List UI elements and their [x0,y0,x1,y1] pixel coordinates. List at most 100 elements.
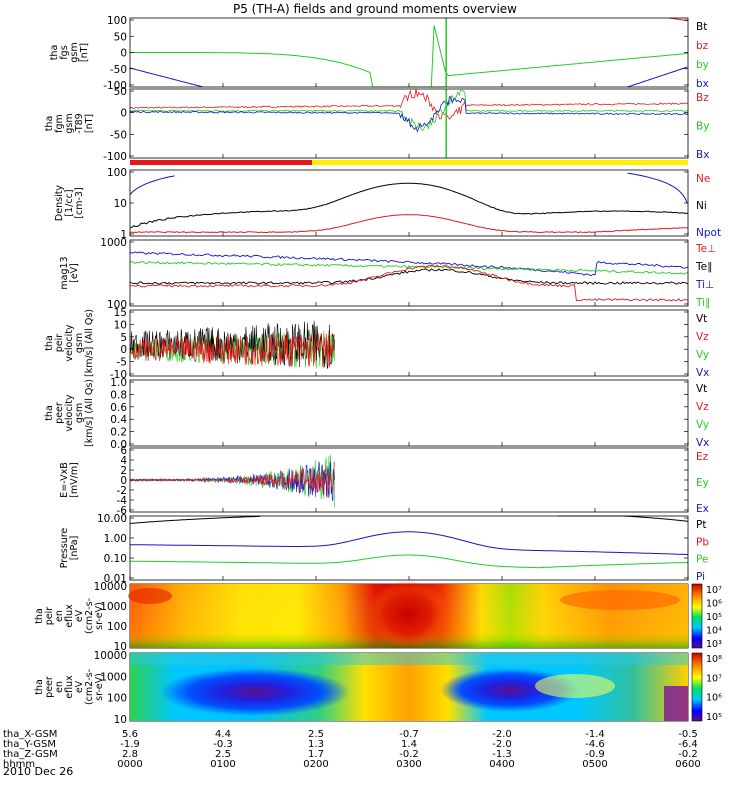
series-p-pt-2 [557,515,688,522]
series-group [129,17,689,569]
ytick-label: -100 [103,80,127,92]
ylabel-line: eV [74,680,85,693]
ytick-label: 10 [114,198,127,210]
ylabel-line: peer [54,402,65,424]
ephemeris-label: hhmm [3,759,35,770]
ylabel-line: [mV/m] [69,462,80,498]
ytick-label: 10 [114,714,127,726]
ylabel-line: [km/s] (All Qs) [84,379,95,447]
ylabel-line: mag13 [59,256,70,289]
legend-Ez: Ez [696,451,709,463]
series-p-pt [130,515,261,524]
ylabel-line: sr-eV) [94,673,105,701]
colorbar-labels: 10⁷ 10⁶ 10⁵ 10⁴ 10³ 10⁸ 10⁷ 10⁶ 10⁵ [706,585,722,723]
series-p-pi [130,531,688,555]
colorbar-tick-label: 10⁷ [706,673,722,684]
ytick-label: 50 [114,31,127,43]
colorbar-tick-label: 10⁶ [706,599,722,610]
series-fgs-bx-2 [627,66,688,88]
series-p-pe [130,554,688,569]
ylabel-line: en [54,610,65,622]
ytick-label: -50 [110,64,127,76]
ylabel-line: gsm [69,42,80,62]
legend-by: by [696,59,709,71]
ytick-label: 0 [120,344,127,356]
ylabel-line: eV [74,609,85,622]
ephemeris-value: -0.7 [399,729,419,740]
ytick-label: 6 [120,445,127,457]
colorbar-tick-label: 10⁷ [706,585,722,596]
colorbar-tick-label: 10⁸ [706,654,722,665]
ylabel-line: fgm [54,114,65,133]
ylabel-line: peir [44,607,55,626]
ephemeris-value: 0500 [582,759,607,770]
legend-Vz: Vz [696,401,709,413]
legend-Ti⊥: Ti⊥ [695,279,714,291]
ytick-label: 0 [120,48,127,60]
legend-Pi: Pi [696,571,705,583]
ephemeris-value: -2.0 [492,739,512,750]
legend-Bx: Bx [696,149,709,161]
ytick-label: 0.2 [110,427,127,439]
ytick-label: -5 [117,357,127,369]
ephemeris-value: 2.8 [122,749,138,760]
ytick-label: 1.00 [104,533,127,545]
legend-Pe: Pe [696,554,708,566]
series-e-ez [129,462,335,498]
ylabel-line: peer [44,676,55,698]
ytick-label: 10 [114,319,127,331]
ylabel-line: peir [54,334,65,353]
ytick-label: 10000 [94,581,127,593]
legend-Ey: Ey [696,477,709,489]
ytick-label: 0.6 [110,402,127,414]
panel-frame-temperature [129,239,689,307]
ephemeris-value: 1.4 [401,739,417,750]
ytick-label: 100 [107,167,127,179]
ylabel-line: Density [54,185,65,221]
ytick-label: 1000 [100,601,127,613]
panel-frame-fgm [129,88,689,159]
date-label: 2010 Dec 26 [3,765,73,778]
ytick-label: -2 [117,485,127,497]
ylabel-line: eflux [64,675,75,699]
ephemeris-label: tha_Z-GSM [3,749,58,760]
ylabel-line: gsm [64,113,75,133]
legend-Ex: Ex [696,503,709,515]
ylabel-line: gsm [74,333,85,353]
series-density-ni [129,182,689,229]
legend-bz: bz [696,40,709,52]
ephemeris-value: 0400 [489,759,514,770]
series-fgm-by [129,89,688,131]
ytick-label: 10 [114,641,127,653]
colorbar-tick-label: 10³ [706,639,722,650]
ephemeris-value: -2.0 [492,729,512,740]
ytick-label: 1 [120,229,127,241]
panel-frame-pressure [129,515,689,581]
ytick-label: -4 [117,495,128,507]
legend-Pt: Pt [696,519,706,531]
ephemeris-value: -1.4 [585,729,605,740]
ephemeris-value: -0.5 [678,729,698,740]
series-temp-te-perp [129,264,689,302]
legend-Ni: Ni [696,200,707,212]
series-fgs-bz [669,17,689,22]
ylabel-line: -T89 [74,113,85,133]
ytick-label: 100 [107,15,127,27]
ytick-label: 0.8 [110,389,127,401]
ylabel-line: [km/s] (All Qs) [84,309,95,377]
ylabel-line: [nT] [79,43,90,62]
legend-Vz: Vz [696,331,709,343]
legend-bx: bx [696,78,709,90]
ylabel-line: (cm2-s- [84,598,95,634]
ephemeris-label: tha_X-GSM [3,729,57,740]
legend-Vt: Vt [696,383,707,395]
panel-frame-density [129,169,689,237]
ylabel-line: velocity [64,394,75,432]
colorbar-tick-label: 10⁶ [706,693,722,704]
legend-Te⊥: Te⊥ [695,243,716,255]
ylabel-line: [nPa] [69,536,80,561]
ephemeris-value: 0200 [303,759,328,770]
peir-colorbar [691,583,703,649]
ephemeris-value: -6.4 [678,739,698,750]
